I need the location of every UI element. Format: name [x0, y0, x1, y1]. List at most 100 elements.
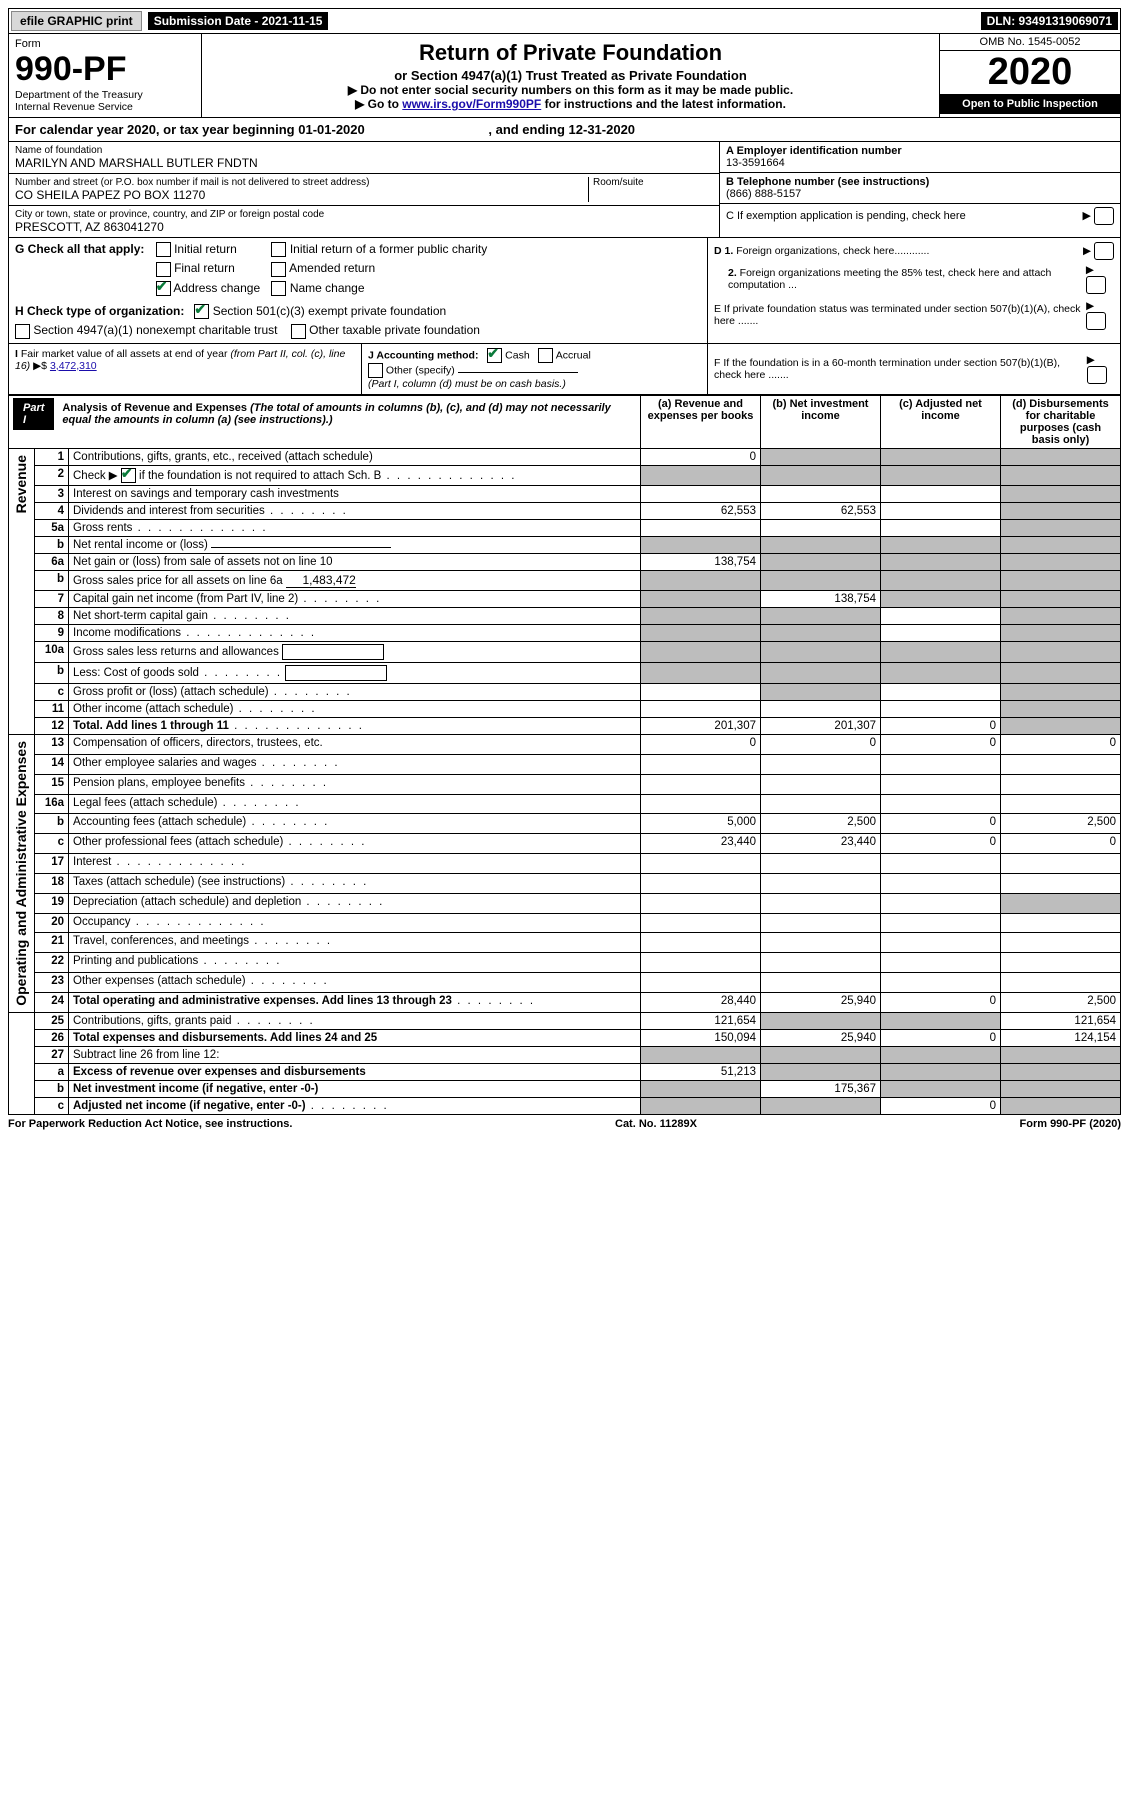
- irs-label: Internal Revenue Service: [15, 101, 195, 113]
- row-num: b: [35, 1080, 69, 1097]
- calyear-pre: For calendar year 2020, or tax year begi…: [15, 122, 298, 137]
- row-desc: Dividends and interest from securities: [69, 503, 641, 520]
- phone-cell: B Telephone number (see instructions) (8…: [720, 173, 1120, 204]
- form-label: Form: [15, 38, 195, 50]
- schb-checkbox[interactable]: [121, 468, 136, 483]
- other-method-checkbox[interactable]: [368, 363, 383, 378]
- row-num: 4: [35, 503, 69, 520]
- cash-checkbox[interactable]: [487, 348, 502, 363]
- r10a-text: Gross sales less returns and allowances: [73, 646, 279, 658]
- form-header-left: Form 990-PF Department of the Treasury I…: [9, 34, 202, 117]
- row-desc: Check ▶ if the foundation is not require…: [69, 465, 641, 485]
- row-desc: Accounting fees (attach schedule): [69, 814, 641, 834]
- address-change-checkbox[interactable]: [156, 281, 171, 296]
- cell-d: 2,500: [1001, 992, 1121, 1012]
- table-row: 18 Taxes (attach schedule) (see instruct…: [9, 873, 1121, 893]
- row-desc: Excess of revenue over expenses and disb…: [69, 1063, 641, 1080]
- form-number: 990-PF: [15, 50, 195, 89]
- sec501-label: Section 501(c)(3) exempt private foundat…: [213, 304, 446, 318]
- cell-a: 51,213: [641, 1063, 761, 1080]
- table-row: 2 Check ▶ if the foundation is not requi…: [9, 465, 1121, 485]
- row-desc: Other employee salaries and wages: [69, 754, 641, 774]
- r12-text: Total. Add lines 1 through 11: [73, 720, 229, 732]
- r16c-text: Other professional fees (attach schedule…: [73, 836, 283, 848]
- form-header-right: OMB No. 1545-0052 2020 Open to Public In…: [939, 34, 1120, 117]
- row-num: 16a: [35, 794, 69, 814]
- d1-checkbox[interactable]: [1094, 242, 1114, 260]
- table-row: 24 Total operating and administrative ex…: [9, 992, 1121, 1012]
- initial-return-checkbox[interactable]: [156, 242, 171, 257]
- row-num: 24: [35, 992, 69, 1012]
- table-row: a Excess of revenue over expenses and di…: [9, 1063, 1121, 1080]
- exemption-checkbox[interactable]: [1094, 207, 1114, 225]
- table-row: 17 Interest: [9, 854, 1121, 874]
- fmv-link[interactable]: 3,472,310: [50, 360, 97, 372]
- cell-a: 121,654: [641, 1012, 761, 1029]
- row-desc: Less: Cost of goods sold: [69, 663, 641, 684]
- f-checkbox[interactable]: [1087, 366, 1107, 384]
- name-change-checkbox[interactable]: [271, 281, 286, 296]
- row-num: 5a: [35, 520, 69, 537]
- r22-text: Printing and publications: [73, 955, 198, 967]
- sec4947-checkbox[interactable]: [15, 324, 30, 339]
- accrual-checkbox[interactable]: [538, 348, 553, 363]
- foundation-name: MARILYN AND MARSHALL BUTLER FNDTN: [15, 156, 713, 170]
- row-desc: Subtract line 26 from line 12:: [69, 1046, 641, 1063]
- row-num: 14: [35, 754, 69, 774]
- d2-checkbox[interactable]: [1086, 276, 1106, 294]
- row-desc: Other expenses (attach schedule): [69, 973, 641, 993]
- sec501-checkbox[interactable]: [194, 304, 209, 319]
- open-to-public: Open to Public Inspection: [940, 94, 1120, 114]
- r24-text: Total operating and administrative expen…: [73, 995, 452, 1007]
- cell-a: 23,440: [641, 834, 761, 854]
- form990pf-link[interactable]: www.irs.gov/Form990PF: [402, 97, 541, 111]
- part1-table: Part I Analysis of Revenue and Expenses …: [8, 395, 1121, 1115]
- row-num: 3: [35, 486, 69, 503]
- cell-b: [761, 448, 881, 465]
- opadmin-side: Operating and Administrative Expenses: [9, 735, 35, 1013]
- section-i: I Fair market value of all assets at end…: [9, 344, 362, 394]
- row-desc: Capital gain net income (from Part IV, l…: [69, 591, 641, 608]
- row-num: a: [35, 1063, 69, 1080]
- table-row: 16a Legal fees (attach schedule): [9, 794, 1121, 814]
- row-desc: Gross sales price for all assets on line…: [69, 571, 641, 591]
- r27b-text: Net investment income (if negative, ente…: [73, 1083, 318, 1095]
- hij-row: I Fair market value of all assets at end…: [8, 344, 1121, 395]
- r16b-text: Accounting fees (attach schedule): [73, 816, 246, 828]
- other-taxable-checkbox[interactable]: [291, 324, 306, 339]
- row-desc: Printing and publications: [69, 953, 641, 973]
- ein-value: 13-3591664: [726, 157, 1114, 169]
- initial-former-checkbox[interactable]: [271, 242, 286, 257]
- ein-cell: A Employer identification number 13-3591…: [720, 142, 1120, 173]
- r5b-text: Net rental income or (loss): [73, 539, 208, 551]
- row-desc: Taxes (attach schedule) (see instruction…: [69, 873, 641, 893]
- efile-print-button[interactable]: efile GRAPHIC print: [11, 11, 142, 31]
- row-num: 10a: [35, 642, 69, 663]
- row-num: c: [35, 1097, 69, 1114]
- r9-text: Income modifications: [73, 627, 181, 639]
- opadmin-side-label: Operating and Administrative Expenses: [13, 737, 29, 1010]
- table-row: c Gross profit or (loss) (attach schedul…: [9, 684, 1121, 701]
- cell-c: 0: [881, 992, 1001, 1012]
- row-desc: Interest on savings and temporary cash i…: [69, 486, 641, 503]
- row-desc: Occupancy: [69, 913, 641, 933]
- table-row: 6a Net gain or (loss) from sale of asset…: [9, 554, 1121, 571]
- row-num: 25: [35, 1012, 69, 1029]
- revenue-side-label: Revenue: [13, 451, 29, 517]
- g-label: G Check all that apply:: [15, 242, 144, 256]
- row-desc: Gross rents: [69, 520, 641, 537]
- revenue-side: Revenue: [9, 448, 35, 734]
- e-checkbox[interactable]: [1086, 312, 1106, 330]
- name-change-label: Name change: [290, 281, 365, 295]
- r19-text: Depreciation (attach schedule) and deple…: [73, 896, 301, 908]
- page-footer: For Paperwork Reduction Act Notice, see …: [8, 1115, 1121, 1130]
- r16a-text: Legal fees (attach schedule): [73, 797, 217, 809]
- row-num: 13: [35, 735, 69, 755]
- tax-year: 2020: [940, 51, 1120, 94]
- r6b-text: Gross sales price for all assets on line…: [73, 575, 283, 587]
- cell-a: 5,000: [641, 814, 761, 834]
- table-row: Revenue 1 Contributions, gifts, grants, …: [9, 448, 1121, 465]
- cell-d: 124,154: [1001, 1029, 1121, 1046]
- amended-return-checkbox[interactable]: [271, 262, 286, 277]
- final-return-checkbox[interactable]: [156, 262, 171, 277]
